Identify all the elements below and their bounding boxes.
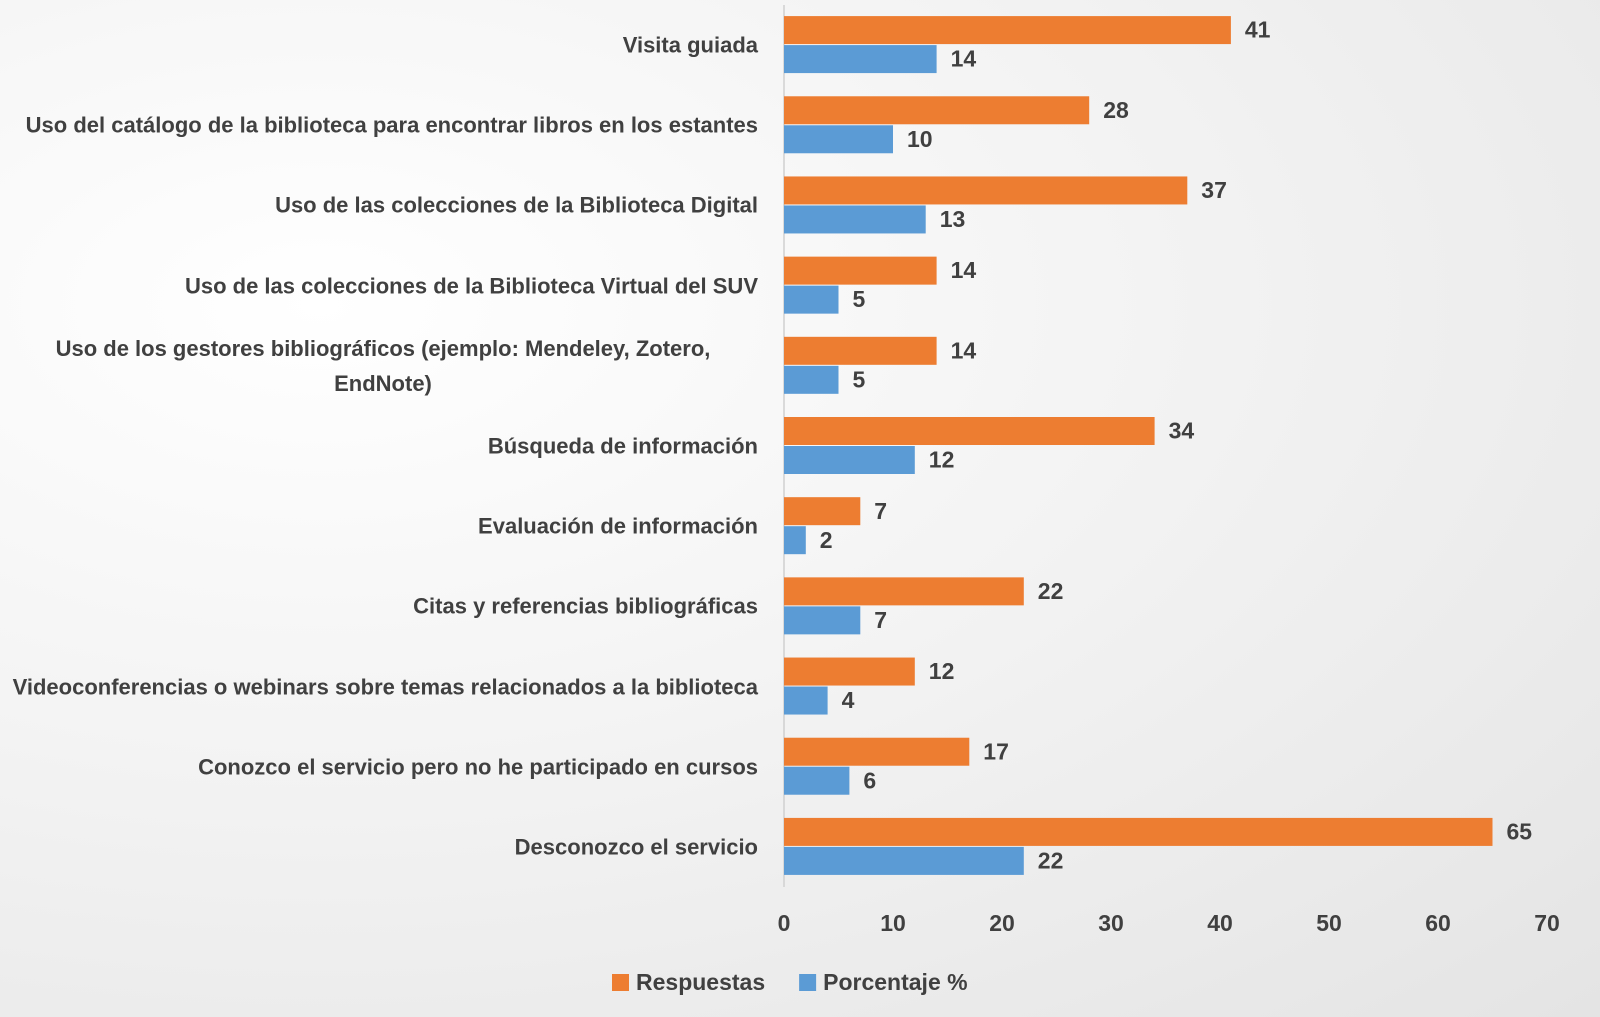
data-label: 17 [983,738,1009,764]
data-label: 13 [940,206,966,232]
data-label: 65 [1507,818,1533,844]
bar [784,497,861,526]
category-text: Desconozco el servicio [514,834,758,860]
bar [784,766,850,795]
data-label: 14 [951,46,977,72]
data-label: 6 [863,767,876,793]
category-label: Evaluación de información [8,509,758,544]
legend-swatch [799,974,817,991]
data-label: 10 [907,126,933,152]
x-tick-label: 50 [1316,910,1342,936]
category-label: Uso del catálogo de la biblioteca para e… [8,108,758,143]
category-text: Uso del catálogo de la biblioteca para e… [25,112,758,138]
data-label: 22 [1038,847,1064,873]
bar [784,846,1024,875]
data-label: 12 [929,447,955,473]
category-text: Videoconferencias o webinars sobre temas… [12,674,758,700]
data-label: 41 [1245,17,1271,43]
category-text: Conozco el servicio pero no he participa… [198,754,758,780]
category-label: Uso de los gestores bibliográficos (ejem… [8,331,758,401]
x-tick-label: 30 [1098,910,1124,936]
data-label: 2 [820,527,833,553]
data-label: 14 [951,337,977,363]
bar [784,16,1231,45]
data-label: 5 [853,286,866,312]
category-text: Búsqueda de información [487,433,758,459]
legend-swatch [612,974,629,991]
bar [784,686,828,715]
bar [784,446,915,474]
x-tick-label: 70 [1534,910,1560,936]
data-label: 4 [842,687,855,713]
bar [784,817,1493,846]
bar [784,256,937,285]
bar [784,737,970,766]
category-label: Búsqueda de información [8,429,758,464]
legend-label: Respuestas [636,969,765,995]
bar [784,365,839,394]
data-label: 22 [1038,578,1064,604]
data-label: 14 [951,257,977,283]
data-label: 7 [874,607,887,633]
x-tick-label: 20 [989,910,1015,936]
bar [784,657,915,686]
category-text: Visita guiada [622,32,758,58]
x-tick-label: 10 [880,910,906,936]
category-label: Visita guiada [8,28,758,63]
data-label: 37 [1201,177,1227,203]
category-text: Uso de las colecciones de la Biblioteca … [184,273,758,299]
bar [784,606,861,635]
category-text: Citas y referencias bibliográficas [413,593,758,619]
data-label: 5 [853,366,866,392]
bar [784,526,806,555]
category-label: Desconozco el servicio [8,829,758,864]
bar [784,125,893,154]
category-label: Uso de las colecciones de la Biblioteca … [8,268,758,303]
bar [784,176,1188,205]
category-text: Evaluación de información [478,513,758,539]
data-label: 28 [1103,97,1129,123]
bar [784,45,937,74]
data-label: 12 [929,658,955,684]
category-label: Uso de las colecciones de la Biblioteca … [8,188,758,223]
bar [784,577,1024,606]
category-label: Conozco el servicio pero no he participa… [8,749,758,784]
x-tick-label: 60 [1425,910,1451,936]
bar [784,96,1090,125]
x-tick-label: 0 [778,910,791,936]
bar [784,285,839,314]
legend-label: Porcentaje % [823,969,967,995]
x-tick-label: 40 [1207,910,1233,936]
bar [784,417,1155,445]
bar [784,205,926,234]
data-label: 7 [874,498,887,524]
category-text: Uso de los gestores bibliográficos (ejem… [55,335,711,396]
bar [784,336,937,365]
category-label: Videoconferencias o webinars sobre temas… [8,669,758,704]
category-text: Uso de las colecciones de la Biblioteca … [275,192,758,218]
category-label: Citas y referencias bibliográficas [8,589,758,624]
data-label: 34 [1169,418,1195,444]
